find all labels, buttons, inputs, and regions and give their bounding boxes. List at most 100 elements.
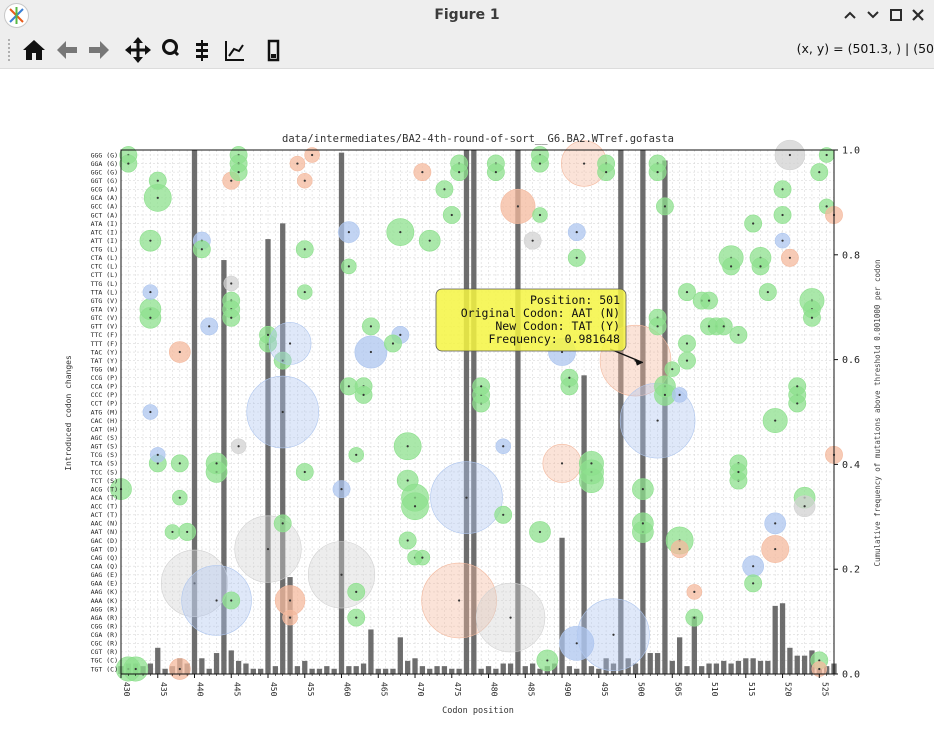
toolbar-grip[interactable]	[8, 39, 13, 61]
zoom-button[interactable]	[157, 36, 185, 64]
frequency-bar	[669, 660, 675, 674]
codon-tick-label: CAT (H)	[91, 425, 118, 433]
mutation-point	[685, 359, 689, 362]
codon-tick-label: TGG (W)	[91, 365, 118, 373]
mutation-point	[656, 171, 659, 174]
maximize-window-button[interactable]	[887, 6, 905, 24]
codon-tick-label: AAG (K)	[91, 588, 118, 596]
pan-button[interactable]	[124, 36, 152, 64]
codon-tick-label: TTC (F)	[91, 331, 118, 339]
mutation-point	[752, 565, 755, 568]
frequency-bar	[302, 660, 308, 674]
save-icon	[267, 39, 280, 62]
mutation-point	[560, 462, 564, 465]
edit-axes-button[interactable]	[220, 36, 248, 64]
mutation-point	[266, 333, 270, 336]
mutation-point	[774, 547, 777, 551]
codon-tick-label: TTT (F)	[91, 340, 118, 348]
mutation-point	[729, 265, 733, 268]
codon-tick-label: ATT (I)	[91, 237, 118, 245]
codon-tick-label: ACA (T)	[91, 494, 118, 502]
codon-tick-label: ACT (T)	[91, 511, 118, 519]
mutation-point	[575, 231, 578, 234]
frequency-bar	[765, 660, 771, 674]
mutation-point	[818, 171, 821, 174]
mutation-point	[288, 599, 292, 602]
frequency-bar	[559, 537, 565, 674]
back-button[interactable]	[53, 36, 81, 64]
window-title: Figure 1	[434, 7, 500, 23]
y2-tick-label: 0.6	[842, 355, 860, 366]
mutation-point	[693, 590, 696, 594]
codon-tick-label: CCG (P)	[91, 374, 118, 382]
codon-tick-label: AGC (S)	[91, 434, 118, 442]
restore-window-button[interactable]	[864, 6, 882, 24]
frequency-bar	[338, 152, 345, 674]
codon-tick-label: GTA (V)	[91, 306, 118, 314]
y-axis-label: Introduced codon changes	[64, 355, 73, 471]
x-tick-label: 485	[526, 682, 535, 697]
mutation-point	[766, 290, 769, 294]
app-icon	[4, 3, 29, 28]
forward-button[interactable]	[85, 36, 113, 64]
codon-tick-label: GCG (A)	[91, 186, 118, 194]
frequency-bar	[654, 653, 661, 674]
x-tick-label: 440	[196, 682, 205, 697]
frequency-bar	[331, 668, 337, 674]
codon-tick-label: TGT (C)	[91, 665, 118, 673]
mutation-point	[671, 368, 674, 371]
frequency-bar	[213, 653, 220, 674]
mutation-point	[149, 316, 152, 319]
codon-tick-label: GCC (A)	[91, 203, 118, 211]
frequency-bar	[456, 668, 462, 674]
mutation-point	[465, 496, 468, 499]
codon-tick-label: TCC (S)	[91, 468, 118, 476]
figure-canvas[interactable]: TGT (C)TGC (C)CGT (R)CGC (R)CGA (R)CGG (…	[0, 69, 934, 751]
codon-tick-label: GGC (G)	[91, 168, 118, 176]
home-button[interactable]	[20, 36, 48, 64]
mutation-point	[178, 462, 181, 465]
codon-tick-label: CAC (H)	[91, 417, 118, 425]
codon-tick-label: CTC (L)	[91, 263, 118, 271]
frequency-bar	[500, 663, 506, 674]
mutation-point	[391, 342, 395, 345]
frequency-bar	[787, 647, 793, 674]
frequency-bar	[258, 668, 264, 674]
mutation-point	[156, 453, 159, 456]
frequency-bar	[632, 663, 639, 674]
close-window-button[interactable]	[909, 6, 927, 24]
frequency-bar	[434, 666, 440, 674]
mutation-point	[208, 325, 211, 328]
frequency-bar	[390, 668, 396, 674]
frequency-bar	[515, 150, 521, 674]
frequency-bar	[324, 666, 330, 674]
chart-title: data/intermediates/BA2-4th-round-of-sort…	[282, 133, 674, 145]
subplots-button[interactable]	[188, 36, 216, 64]
x-tick-label: 495	[600, 682, 609, 697]
save-button[interactable]	[259, 36, 287, 64]
codon-tick-label: TCA (S)	[91, 460, 118, 468]
mutation-point	[399, 333, 402, 336]
codon-tick-label: AGA (R)	[91, 614, 118, 622]
mutation-point	[347, 231, 350, 234]
mutation-point	[288, 342, 292, 345]
frequency-bar	[603, 658, 609, 674]
title-bar: Figure 1	[0, 0, 934, 32]
zoom-icon	[162, 39, 180, 57]
mutation-point	[443, 188, 446, 191]
chevron-up-icon	[844, 11, 856, 19]
frequency-bar	[735, 660, 742, 674]
mutation-point	[458, 171, 461, 174]
codon-tick-label: CTG (L)	[91, 246, 118, 254]
frequency-bar	[507, 663, 514, 674]
frequency-bar	[419, 666, 426, 674]
frequency-bar	[243, 663, 249, 674]
mutation-point	[178, 496, 181, 499]
frequency-bars	[118, 150, 837, 675]
frequency-bar	[574, 668, 580, 674]
codon-tick-label: GTT (V)	[91, 323, 118, 331]
mutation-point	[303, 290, 306, 294]
minimize-window-button[interactable]	[841, 6, 859, 24]
mutation-point	[605, 171, 608, 174]
codon-tick-label: GTG (V)	[91, 297, 118, 305]
